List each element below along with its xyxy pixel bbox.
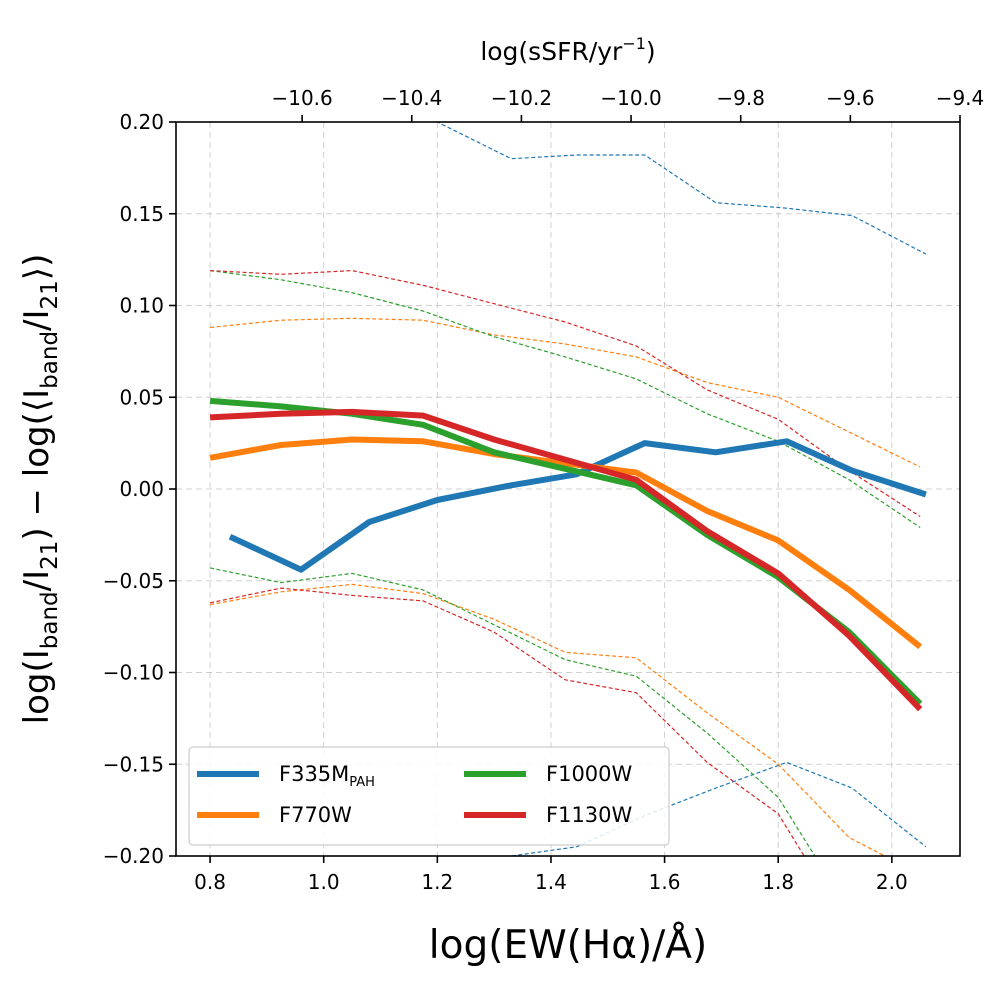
x-tick-label-1: 1.0 [308, 870, 340, 894]
x-tick-label-3: 1.4 [535, 870, 567, 894]
y-tick-label-3: 0.05 [119, 385, 164, 409]
top-axis-title-base: log(sSFR/yr [480, 37, 623, 66]
top-axis-title-sup: −1 [622, 34, 646, 53]
top-tick-label-0: −10.6 [271, 86, 332, 110]
y-tick-label-5: −0.05 [103, 569, 164, 593]
legend-box [188, 746, 670, 846]
x-tick-label-6: 2.0 [876, 870, 908, 894]
legend-label-0: F335MPAH [279, 762, 375, 790]
top-tick-label-5: −9.6 [826, 86, 875, 110]
legend: F335MPAH F770W F1000W F1130W [188, 746, 670, 846]
y-axis-title-p1: log(I [17, 649, 57, 724]
x-axis-title-post: )/Å) [637, 921, 707, 968]
y-tick-label-4: 0.00 [119, 477, 164, 501]
y-tick-label-8: −0.20 [103, 844, 164, 868]
top-tick-label-3: −10.0 [600, 86, 661, 110]
series-f1130w-lower-bound [209, 587, 805, 856]
top-axis-title: log(sSFR/yr−1) [480, 34, 655, 66]
y-axis-title-sub4: 21 [37, 280, 63, 309]
legend-label-3: F1130W [546, 803, 633, 827]
top-tick-label-4: −9.8 [716, 86, 765, 110]
series-f1000w-lower-bound [209, 567, 816, 856]
y-axis-title-p5: ⟩) [17, 254, 57, 281]
y-axis-title-p2: /I [17, 570, 57, 591]
y-axis-title-sub1: band [37, 591, 63, 649]
y-tick-label-1: 0.15 [119, 202, 164, 226]
legend-label-0-sub: PAH [349, 775, 375, 790]
x-axis-title-alpha: α [611, 923, 637, 968]
top-axis-title-end: ) [646, 37, 656, 66]
series-f770w-lower-bound [209, 583, 887, 856]
top-tick-label-6: −9.4 [936, 86, 985, 110]
y-axis-title-p4: /I [17, 309, 57, 330]
series-f1130w-upper-bound [210, 270, 921, 518]
top-tick-label-1: −10.4 [381, 86, 442, 110]
plot-lines [209, 122, 927, 856]
x-tick-label-4: 1.6 [649, 870, 681, 894]
y-axis-title-sub3: band [37, 331, 63, 389]
series-f1000w-upper-bound [210, 270, 921, 528]
y-axis-title-sub2: 21 [37, 541, 63, 570]
x-tick-label-0: 0.8 [194, 870, 226, 894]
y-axis-title-p3: ) − log(⟨I [17, 389, 57, 541]
y-tick-label-2: 0.10 [119, 294, 164, 318]
series-f1130w-line [209, 408, 923, 712]
x-axis-title: log(EW(Hα)/Å) [429, 921, 707, 968]
series-f770w-upper-bound [210, 317, 921, 468]
legend-label-2: F1000W [546, 762, 633, 786]
legend-label-0-name: F335M [279, 762, 349, 786]
grid [176, 121, 960, 857]
axis-ticks: 0.8 1.0 1.2 1.4 1.6 1.8 2.0 0.20 0.15 0.10 0.05 0.0… [103, 86, 985, 894]
series-f770w-line [209, 436, 923, 650]
x-tick-label-5: 1.8 [762, 870, 794, 894]
legend-label-1: F770W [279, 803, 352, 827]
y-tick-label-0: 0.20 [119, 110, 164, 134]
y-tick-label-7: −0.15 [103, 752, 164, 776]
x-tick-label-2: 1.2 [421, 870, 453, 894]
x-axis-title-pre: log(EW(H [429, 923, 611, 968]
series-f335m-lower-bound [510, 761, 927, 856]
top-tick-label-2: −10.2 [491, 86, 552, 110]
y-axis-title: log(Iband/I21) − log(⟨Iband/I21⟩) [17, 254, 63, 725]
y-tick-label-6: −0.10 [103, 661, 164, 685]
